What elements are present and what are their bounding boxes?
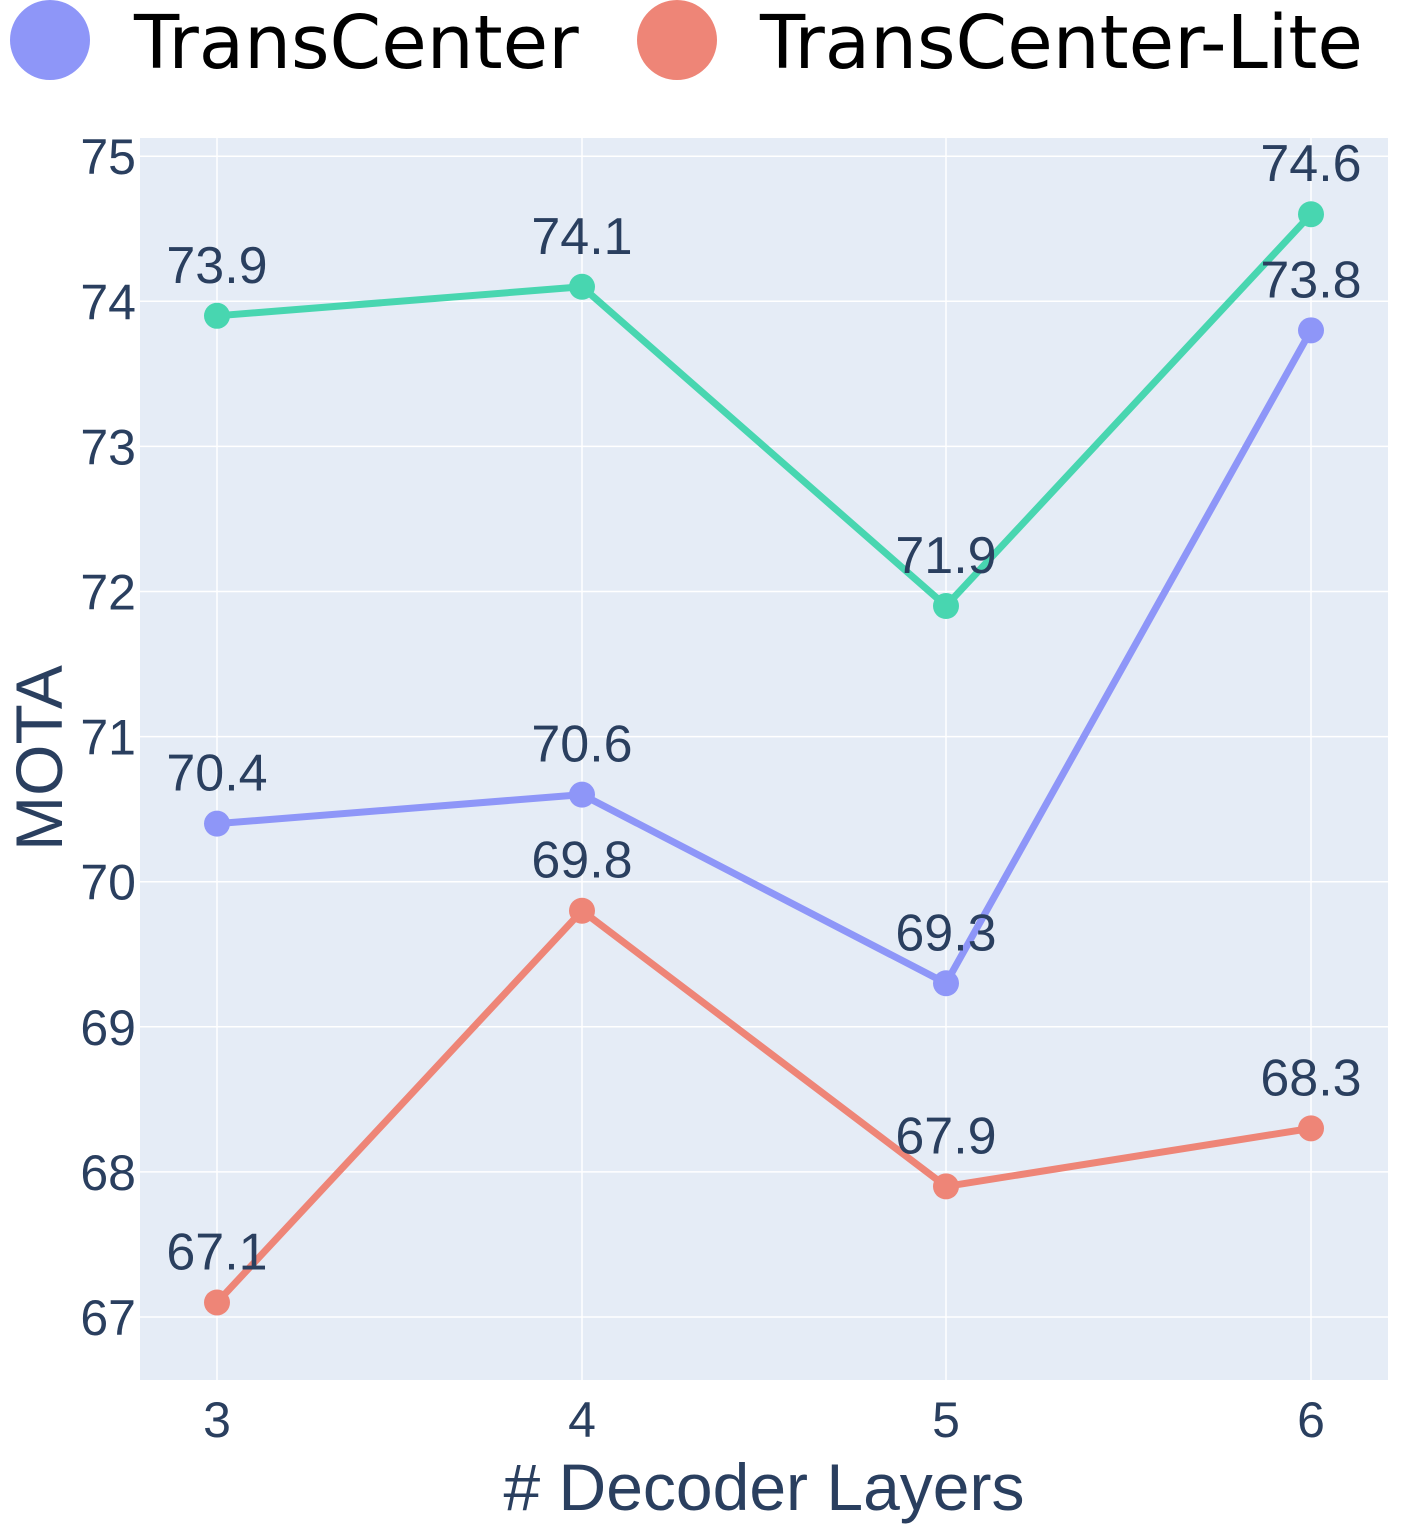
plot-area (140, 138, 1388, 1380)
legend-label-transcenter: TransCenter (133, 0, 579, 86)
legend-marker-transcenter-lite (637, 0, 717, 80)
data-point (204, 810, 230, 837)
data-label: 67.1 (166, 1223, 267, 1281)
legend-label-transcenter-lite: TransCenter-Lite (759, 0, 1363, 86)
data-label: 71.9 (895, 527, 996, 585)
series-line-0 (213, 210, 1315, 610)
x-tick-label: 6 (1297, 1392, 1325, 1448)
series-line-1 (213, 326, 1315, 987)
data-label: 73.8 (1260, 251, 1361, 309)
series-line-2 (213, 907, 1315, 1306)
x-tick-label: 3 (203, 1392, 231, 1448)
data-point (204, 302, 230, 329)
data-point (933, 593, 959, 620)
y-tick-label: 72 (80, 565, 136, 621)
data-label: 73.9 (166, 237, 267, 295)
x-tick-label: 5 (932, 1392, 960, 1448)
data-point (1298, 317, 1324, 344)
data-label: 74.6 (1260, 135, 1361, 193)
data-point (569, 273, 595, 300)
y-tick-label: 68 (80, 1145, 136, 1201)
data-label: 68.3 (1260, 1049, 1361, 1107)
y-tick-label: 75 (80, 129, 136, 185)
y-tick-label: 69 (80, 1000, 136, 1056)
data-point (1298, 201, 1324, 228)
data-point (933, 970, 959, 997)
data-label: 69.3 (895, 904, 996, 962)
data-label: 67.9 (895, 1107, 996, 1165)
data-labels: 73.9 74.1 71.9 74.6 70.4 70.6 69.3 73.8 67.1 69.8… (166, 135, 1361, 1281)
y-tick-label: 70 (80, 855, 136, 911)
y-tick-label: 71 (80, 710, 136, 766)
data-point (933, 1173, 959, 1200)
data-label: 69.8 (531, 832, 632, 890)
y-tick-label: 74 (80, 274, 136, 330)
axis-ticks: 67 68 69 70 71 72 73 74 75 3 4 5 6 (80, 129, 1325, 1448)
legend: TransCenter TransCenter-Lite (10, 0, 1363, 86)
data-point (569, 781, 595, 808)
data-point (204, 1289, 230, 1316)
series (204, 201, 1324, 1316)
x-axis-title: # Decoder Layers (504, 1450, 1025, 1524)
data-label: 70.6 (531, 716, 632, 774)
x-tick-label: 4 (568, 1392, 596, 1448)
y-tick-label: 73 (80, 419, 136, 475)
data-label: 74.1 (531, 208, 632, 266)
y-axis-title: MOTA (2, 665, 76, 851)
data-label: 70.4 (166, 745, 267, 803)
gridlines (140, 138, 1388, 1380)
legend-marker-transcenter (10, 0, 90, 80)
data-point (1298, 1115, 1324, 1142)
y-tick-label: 67 (80, 1290, 136, 1346)
data-point (569, 897, 595, 924)
